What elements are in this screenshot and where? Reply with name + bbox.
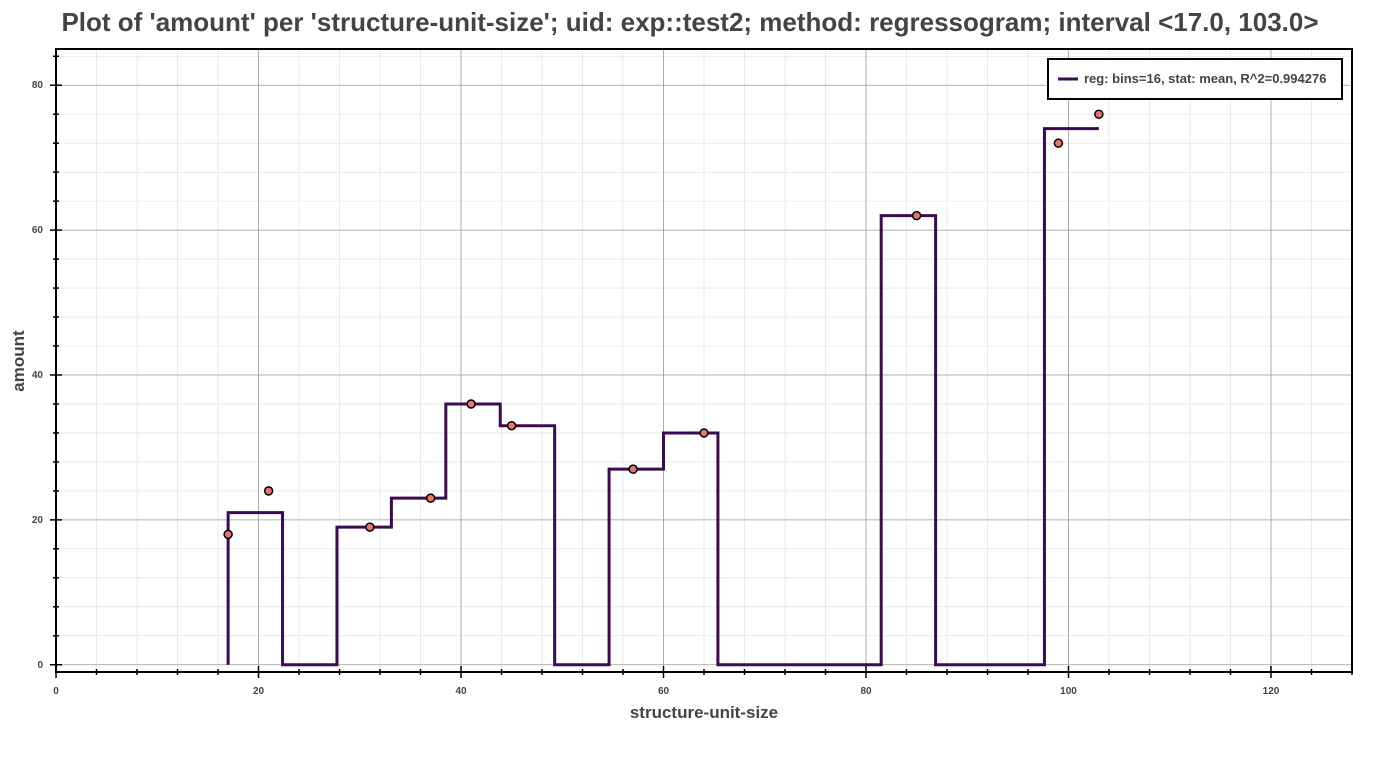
data-point [365,522,375,532]
series-layer [223,109,1104,667]
axis-tick-labels: 0 20 40 60 80 100 120 0 20 40 60 80 [32,80,1280,697]
data-point [506,420,517,431]
axis-ticks [50,55,1353,678]
x-tick-label: 120 [1263,686,1280,697]
data-point [699,428,709,438]
data-point [911,210,922,221]
y-tick-label: 80 [32,80,44,91]
data-point [1053,138,1064,148]
x-tick-label: 0 [53,686,59,697]
data-point [223,529,233,540]
chart-title: Plot of 'amount' per 'structure-unit-siz… [61,7,1318,37]
y-tick-label: 40 [32,370,44,381]
regressogram-step-line [226,127,1099,667]
x-tick-label: 40 [455,686,467,697]
x-tick-label: 20 [253,686,265,697]
data-point [466,399,476,409]
y-axis-label: amount [9,330,28,392]
y-tick-label: 60 [32,225,44,236]
y-tick-label: 0 [37,660,43,671]
x-tick-label: 80 [860,686,872,697]
x-axis-label: structure-unit-size [630,703,778,722]
legend: reg: bins=16, stat: mean, R^2=0.994276 [1047,58,1343,100]
data-point [628,464,638,474]
legend-box [1047,58,1343,100]
x-tick-label: 60 [658,686,670,697]
legend-entry: reg: bins=16, stat: mean, R^2=0.994276 [1084,71,1326,86]
x-tick-label: 100 [1060,686,1077,697]
y-tick-label: 20 [32,515,44,526]
data-point [1094,109,1104,119]
data-point [425,493,436,503]
data-point [263,486,274,496]
grid-minor [56,49,1353,672]
grid-major [55,49,1352,672]
